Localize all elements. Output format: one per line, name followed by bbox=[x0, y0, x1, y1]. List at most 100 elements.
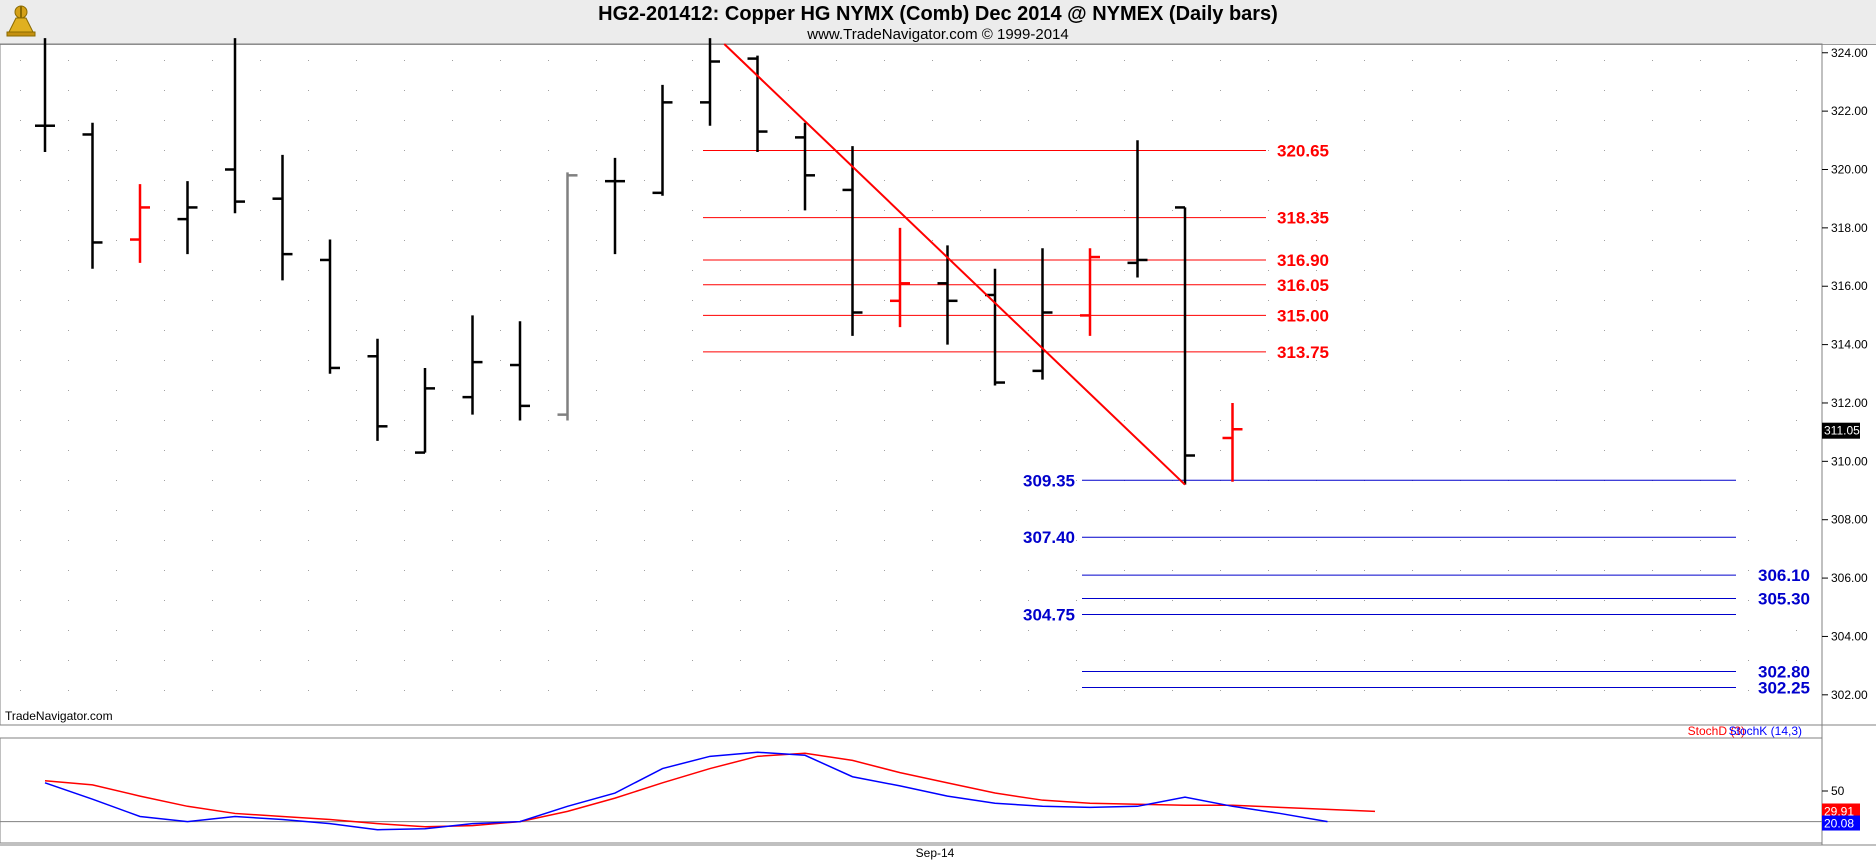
grid-dot bbox=[884, 570, 885, 571]
grid-dot bbox=[1556, 180, 1557, 181]
grid-dot bbox=[1316, 210, 1317, 211]
grid-dot bbox=[740, 120, 741, 121]
grid-dot bbox=[548, 90, 549, 91]
grid-dot bbox=[1412, 240, 1413, 241]
grid-dot bbox=[548, 240, 549, 241]
grid-dot bbox=[1796, 690, 1797, 691]
grid-dot bbox=[1556, 570, 1557, 571]
grid-dot bbox=[1220, 330, 1221, 331]
grid-dot bbox=[116, 540, 117, 541]
grid-dot bbox=[836, 360, 837, 361]
grid-dot bbox=[548, 420, 549, 421]
grid-dot bbox=[164, 240, 165, 241]
grid-dot bbox=[308, 90, 309, 91]
grid-dot bbox=[1076, 600, 1077, 601]
grid-dot bbox=[1172, 210, 1173, 211]
stoch-d-line bbox=[44, 752, 1376, 828]
grid-dot bbox=[788, 450, 789, 451]
grid-dot bbox=[596, 600, 597, 601]
grid-dot bbox=[212, 150, 213, 151]
grid-dot bbox=[788, 690, 789, 691]
ohlc-bar bbox=[747, 55, 768, 152]
grid-dot bbox=[1124, 330, 1125, 331]
grid-dot bbox=[1220, 450, 1221, 451]
ohlc-bar bbox=[225, 38, 245, 214]
grid-dot bbox=[404, 420, 405, 421]
grid-dot bbox=[308, 600, 309, 601]
grid-dot bbox=[1268, 450, 1269, 451]
grid-dot bbox=[740, 690, 741, 691]
grid-dot bbox=[1220, 390, 1221, 391]
grid-dot bbox=[1604, 120, 1605, 121]
grid-dot bbox=[1316, 60, 1317, 61]
stoch-axis-label: 50 bbox=[1831, 784, 1845, 798]
grid-dot bbox=[452, 270, 453, 271]
grid-dot bbox=[1652, 90, 1653, 91]
grid-dot bbox=[164, 570, 165, 571]
grid-dot bbox=[596, 150, 597, 151]
price-axis-label: 304.00 bbox=[1831, 629, 1868, 643]
grid-dot bbox=[788, 360, 789, 361]
grid-dot bbox=[884, 330, 885, 331]
grid-dot bbox=[212, 390, 213, 391]
grid-dot bbox=[932, 60, 933, 61]
grid-dots bbox=[20, 60, 1797, 691]
grid-dot bbox=[164, 540, 165, 541]
grid-dot bbox=[68, 90, 69, 91]
grid-dot bbox=[1364, 180, 1365, 181]
grid-dot bbox=[1364, 420, 1365, 421]
grid-dot bbox=[1652, 690, 1653, 691]
grid-dot bbox=[164, 360, 165, 361]
grid-dot bbox=[692, 330, 693, 331]
grid-dot bbox=[1796, 240, 1797, 241]
grid-dot bbox=[1076, 240, 1077, 241]
grid-dot bbox=[932, 390, 933, 391]
grid-dot bbox=[404, 120, 405, 121]
grid-dot bbox=[980, 630, 981, 631]
grid-dot bbox=[260, 540, 261, 541]
grid-dot bbox=[356, 300, 357, 301]
grid-dot bbox=[116, 420, 117, 421]
grid-dot bbox=[1508, 360, 1509, 361]
grid-dot bbox=[68, 480, 69, 481]
grid-dot bbox=[1172, 240, 1173, 241]
ohlc-bar bbox=[1222, 402, 1243, 482]
grid-dot bbox=[1412, 510, 1413, 511]
grid-dot bbox=[164, 210, 165, 211]
grid-dot bbox=[836, 270, 837, 271]
grid-dot bbox=[932, 420, 933, 421]
grid-dot bbox=[932, 660, 933, 661]
grid-dot bbox=[116, 630, 117, 631]
grid-dot bbox=[596, 330, 597, 331]
grid-dot bbox=[1124, 540, 1125, 541]
grid-dot bbox=[1076, 480, 1077, 481]
grid-dot bbox=[1316, 690, 1317, 691]
grid-dot bbox=[1172, 300, 1173, 301]
grid-dot bbox=[1316, 630, 1317, 631]
grid-dot bbox=[1652, 300, 1653, 301]
grid-dot bbox=[1364, 450, 1365, 451]
grid-dot bbox=[1700, 300, 1701, 301]
grid-dot bbox=[932, 480, 933, 481]
grid-dot bbox=[500, 210, 501, 211]
grid-dot bbox=[1364, 540, 1365, 541]
grid-dot bbox=[1604, 150, 1605, 151]
grid-dot bbox=[1604, 450, 1605, 451]
grid-dot bbox=[1268, 690, 1269, 691]
grid-dot bbox=[116, 510, 117, 511]
grid-dot bbox=[1604, 270, 1605, 271]
grid-dot bbox=[68, 660, 69, 661]
price-axis[interactable]: 324.00 322.00 320.00 318.00 316.00 314.00 312.… bbox=[1822, 46, 1868, 702]
grid-dot bbox=[1172, 60, 1173, 61]
grid-dot bbox=[20, 420, 21, 421]
grid-dot bbox=[1124, 420, 1125, 421]
trendline[interactable] bbox=[723, 43, 1186, 486]
grid-dot bbox=[1556, 240, 1557, 241]
grid-dot bbox=[404, 630, 405, 631]
trendline-segment bbox=[723, 43, 1186, 486]
ohlc-bar bbox=[1032, 248, 1053, 380]
grid-dot bbox=[1268, 510, 1269, 511]
ohlc-bar bbox=[937, 245, 958, 345]
